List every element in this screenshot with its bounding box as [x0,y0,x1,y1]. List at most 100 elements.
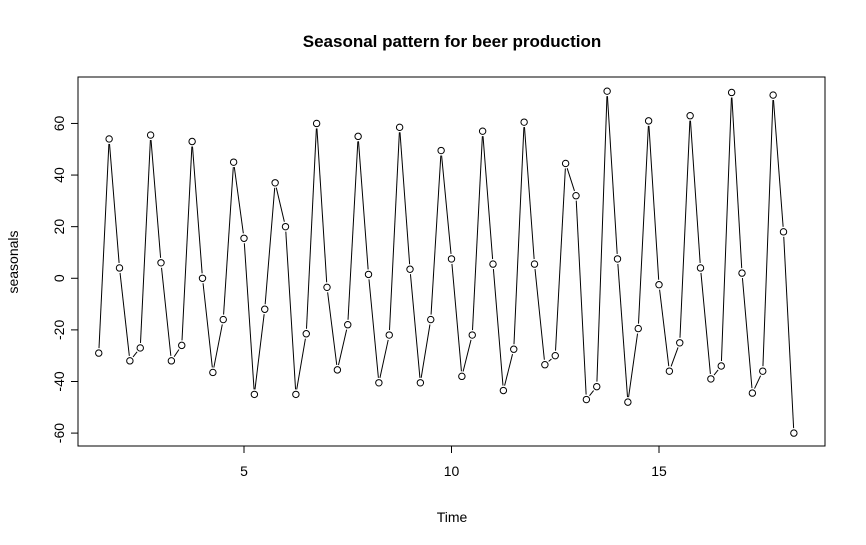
series-segment [648,125,660,280]
data-point [240,234,248,242]
series-segment [534,269,545,360]
data-point [437,146,445,155]
data-point [354,132,362,141]
series-segment [327,292,338,365]
data-point [510,345,518,353]
series-segment [285,231,297,390]
data-point [696,264,705,272]
series-segment [98,143,110,349]
series-segment [389,132,400,331]
data-point [530,260,539,268]
data-point [738,269,746,277]
series-segment [670,347,679,367]
series-segment [575,200,587,395]
y-tick-label: -60 [51,423,67,443]
series-segment [638,125,649,324]
series-segment [368,279,379,378]
seasonal-series [95,87,798,437]
series-segment [548,358,552,362]
y-tick-label: -40 [51,371,67,391]
series-segment [347,141,359,320]
series-segment [202,283,213,368]
series-segment [462,339,472,372]
series-segment [679,120,691,338]
data-point [427,315,435,324]
series-segment [441,155,452,254]
data-point [209,368,217,377]
data-point [271,179,279,187]
series-segment [254,314,265,390]
y-axis-label: seasonals [5,230,21,293]
series-segment [762,100,774,367]
data-point [105,135,113,143]
x-axis-label: Time [437,509,468,525]
data-point [178,341,186,350]
data-point [406,265,414,273]
data-point [302,330,310,338]
data-point [115,264,124,272]
data-point [686,112,694,120]
data-point [707,375,715,383]
data-point [499,386,508,395]
data-point [385,331,393,339]
series-segment [731,97,743,269]
series-segment [132,351,138,358]
series-segment [243,243,255,390]
x-tick-label: 15 [651,463,667,479]
series-segment [472,136,483,331]
data-point [95,349,103,357]
series-segment [430,155,442,315]
data-point [416,379,425,387]
series-segment [555,168,566,351]
data-point [229,158,238,166]
series-segment [338,329,348,366]
data-point [634,324,642,333]
series-segment [689,120,701,263]
data-point [136,344,144,352]
data-point [292,390,300,399]
data-point [582,395,591,404]
series-segment [275,187,285,222]
series-segment [173,349,180,357]
data-point [395,123,404,132]
y-tick-label: 60 [51,115,67,131]
series-segment [523,127,535,260]
chart-title: Seasonal pattern for beer production [303,32,602,51]
data-point [364,270,373,279]
series-segment [713,369,719,376]
data-point [188,137,196,146]
y-tick-label: -20 [51,320,67,340]
data-point [167,357,176,365]
series-segment [566,168,575,192]
series-segment [451,263,462,372]
x-axis: 5 10 15 [240,445,667,479]
data-point [561,159,570,168]
series-segment [628,333,639,398]
data-point [344,321,352,329]
data-point [468,331,476,339]
data-point [250,390,259,399]
series-segment [617,263,629,398]
series-segment [119,272,130,356]
series-segment [783,236,795,429]
data-point [478,127,487,135]
y-tick-label: 40 [51,167,67,183]
series-segment [213,324,223,368]
data-point [447,255,456,263]
data-point [727,88,736,97]
y-axis: -60 -40 -20 0 20 40 60 [51,115,79,443]
x-tick-label: 10 [444,463,460,479]
series-segment [399,132,411,265]
series-segment [109,143,120,264]
data-point [198,274,207,282]
series-segment [264,187,276,305]
data-point [717,362,725,370]
series-segment [754,375,762,389]
data-point [769,91,777,99]
data-point [219,315,227,324]
series-segment [659,289,670,367]
data-point [541,361,549,369]
data-point [333,366,342,374]
data-point [520,118,528,126]
